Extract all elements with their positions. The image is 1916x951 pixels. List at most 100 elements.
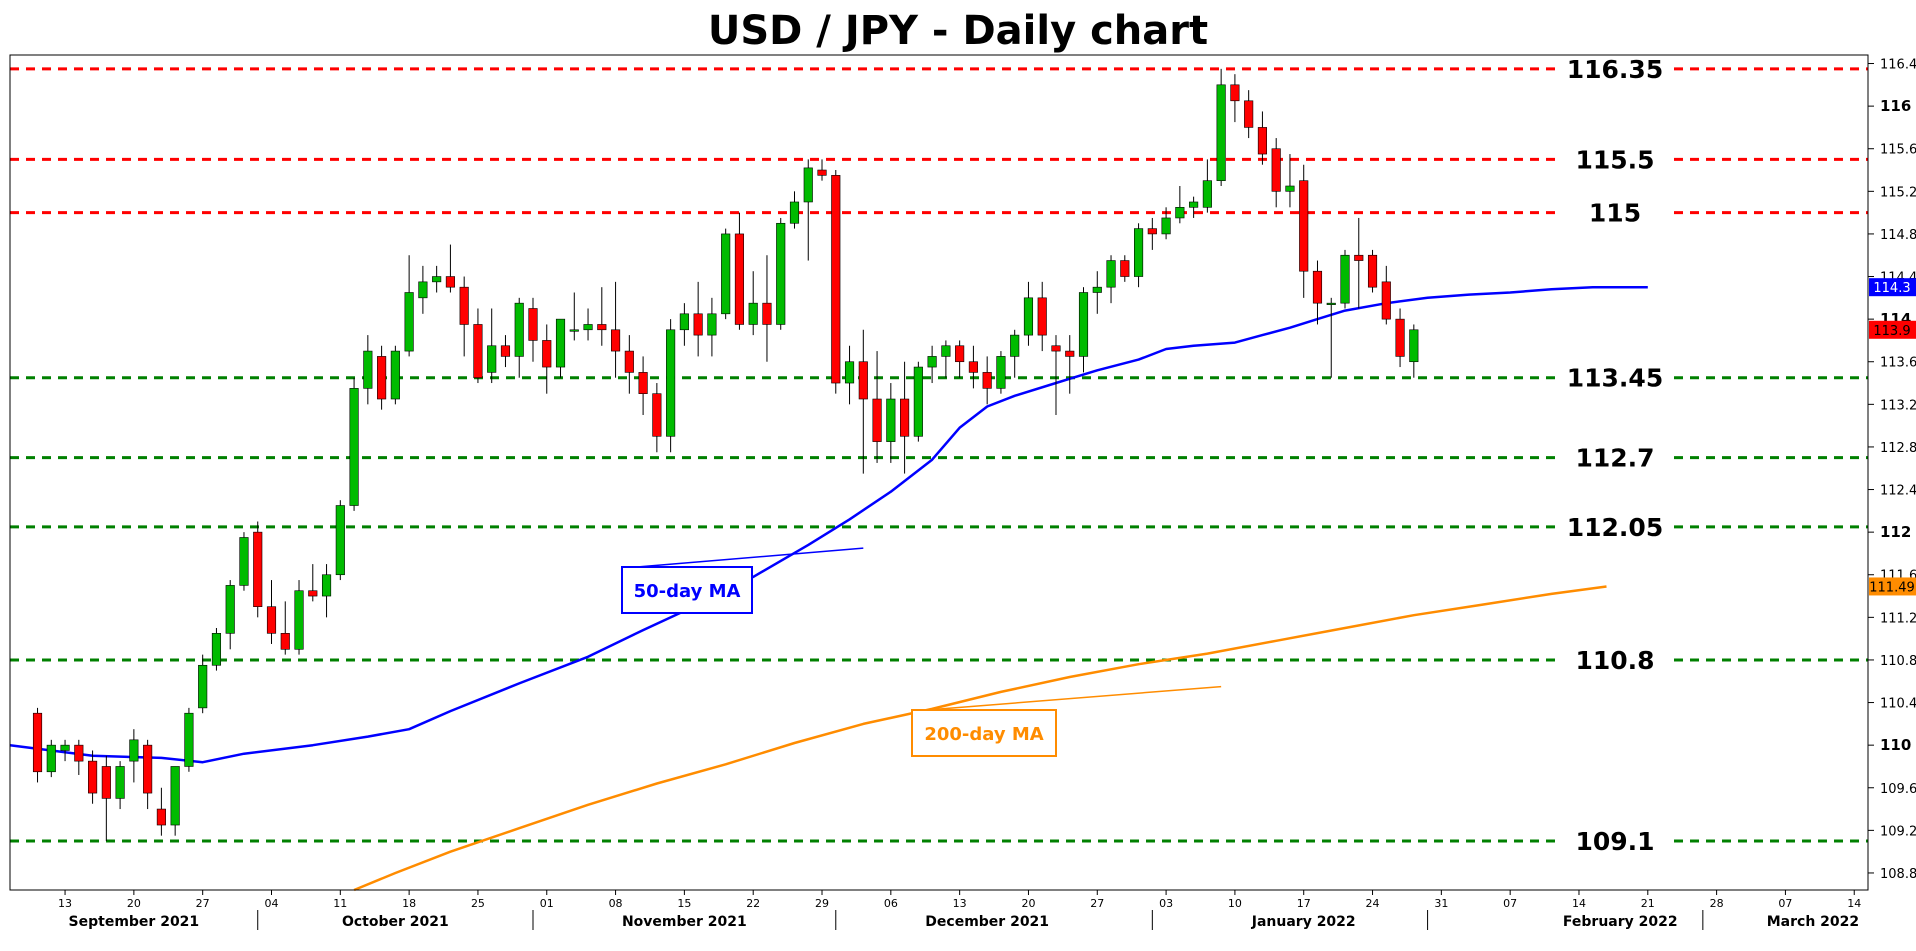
candle-body <box>1037 297 1047 336</box>
candle-body <box>1271 148 1281 192</box>
price-badge-label: 114.3 <box>1873 281 1910 296</box>
candle-body <box>817 169 827 176</box>
candle-down <box>900 361 910 474</box>
candle-down <box>1037 281 1047 352</box>
candle-body <box>569 329 579 332</box>
price-badge <box>1869 320 1916 339</box>
month-label: January 2022 <box>1251 914 1356 930</box>
candle-body <box>1175 207 1185 219</box>
x-tick-label: 15 <box>677 897 691 910</box>
y-tick-label: 109.6 <box>1880 782 1916 797</box>
y-tick-label: 114.8 <box>1880 228 1916 243</box>
y-tick-label: 108.8 <box>1880 867 1916 882</box>
candle-down <box>1244 90 1254 139</box>
candle-down <box>459 276 469 357</box>
annotation-leader <box>636 547 864 568</box>
candle-down <box>308 564 318 602</box>
candle-down <box>1367 249 1378 293</box>
candle-body <box>1257 127 1267 155</box>
candle-down <box>817 159 827 181</box>
x-tick-label: 13 <box>953 897 967 910</box>
candle-body <box>432 276 442 283</box>
candle-body <box>32 712 43 773</box>
candle-down <box>1065 335 1075 394</box>
x-tick-label: 01 <box>540 897 554 910</box>
candle-body <box>597 324 607 331</box>
candle-body <box>253 531 263 607</box>
candle-down <box>1120 255 1130 282</box>
level-label: 110.8 <box>1575 646 1654 675</box>
candle-up <box>721 228 731 320</box>
candle-body <box>982 372 992 389</box>
candle-body <box>1354 254 1364 261</box>
candle-body <box>666 329 676 437</box>
level-label: 115 <box>1589 199 1641 228</box>
candle-down <box>982 356 992 405</box>
level-label: 112.7 <box>1575 444 1654 473</box>
candle-body <box>225 585 235 634</box>
y-tick-label: 115.6 <box>1880 143 1916 158</box>
candle-up <box>776 217 786 330</box>
candle-up <box>748 271 758 336</box>
candle-up <box>390 345 400 405</box>
x-tick-label: 06 <box>884 897 898 910</box>
y-tick-label: 115.2 <box>1880 185 1916 200</box>
candle-body <box>996 356 1006 389</box>
y-tick-label: 116.4 <box>1880 58 1916 73</box>
x-tick-label: 17 <box>1297 897 1311 910</box>
candle-down <box>32 707 43 783</box>
candle-down <box>1312 260 1323 325</box>
y-axis: 116.4116115.6115.2114.8114.4114113.6113.… <box>1868 58 1916 882</box>
x-tick-label: 14 <box>1847 897 1861 910</box>
candle-up <box>844 345 855 405</box>
month-label: September 2021 <box>69 914 200 930</box>
candle-body <box>1065 350 1075 357</box>
candle-body <box>363 350 373 389</box>
candle-down <box>445 244 455 293</box>
candle-body <box>803 167 813 203</box>
candle-up <box>941 340 951 378</box>
candle-body <box>776 222 786 325</box>
candle-up <box>569 292 579 341</box>
x-tick-label: 22 <box>746 897 760 910</box>
candle-body <box>555 318 566 368</box>
candle-body <box>721 233 731 315</box>
candle-body <box>872 398 882 442</box>
candle-body <box>500 345 511 357</box>
candle-up <box>335 500 345 581</box>
candle-down <box>955 340 965 378</box>
candle-up <box>514 297 524 378</box>
x-tick-label: 08 <box>609 897 623 910</box>
level-label: 113.45 <box>1567 364 1663 393</box>
candle-down <box>74 739 84 775</box>
candle-body <box>129 739 139 762</box>
candle-up <box>666 319 676 453</box>
candle-body <box>679 313 689 331</box>
candle-body <box>927 356 937 368</box>
candle-down <box>1147 217 1157 250</box>
chart-title: USD / JPY - Daily chart <box>708 8 1208 54</box>
candle-up <box>349 377 359 511</box>
candle-up <box>707 297 717 357</box>
y-tick-label: 113.2 <box>1880 398 1916 413</box>
candle-up <box>1202 159 1212 213</box>
candle-body <box>693 313 703 336</box>
candle-body <box>211 633 222 666</box>
candle-down <box>1381 265 1391 325</box>
candle-down <box>280 601 290 655</box>
candle-body <box>1367 254 1378 288</box>
candle-up <box>1216 68 1226 187</box>
x-tick-label: 21 <box>1641 897 1655 910</box>
annotation-label: 50-day MA <box>634 581 741 602</box>
candle-body <box>308 590 318 597</box>
level-label-bg <box>1560 196 1670 229</box>
ma200-line <box>353 585 1607 892</box>
candle-up <box>913 361 923 442</box>
candle-up <box>886 383 896 463</box>
y-tick-label: 110.8 <box>1880 654 1916 669</box>
candle-up <box>1106 255 1116 304</box>
candle-body <box>46 744 56 773</box>
candle-up <box>239 532 249 591</box>
candle-body <box>418 281 428 299</box>
y-tick-label: 109.2 <box>1880 824 1916 839</box>
